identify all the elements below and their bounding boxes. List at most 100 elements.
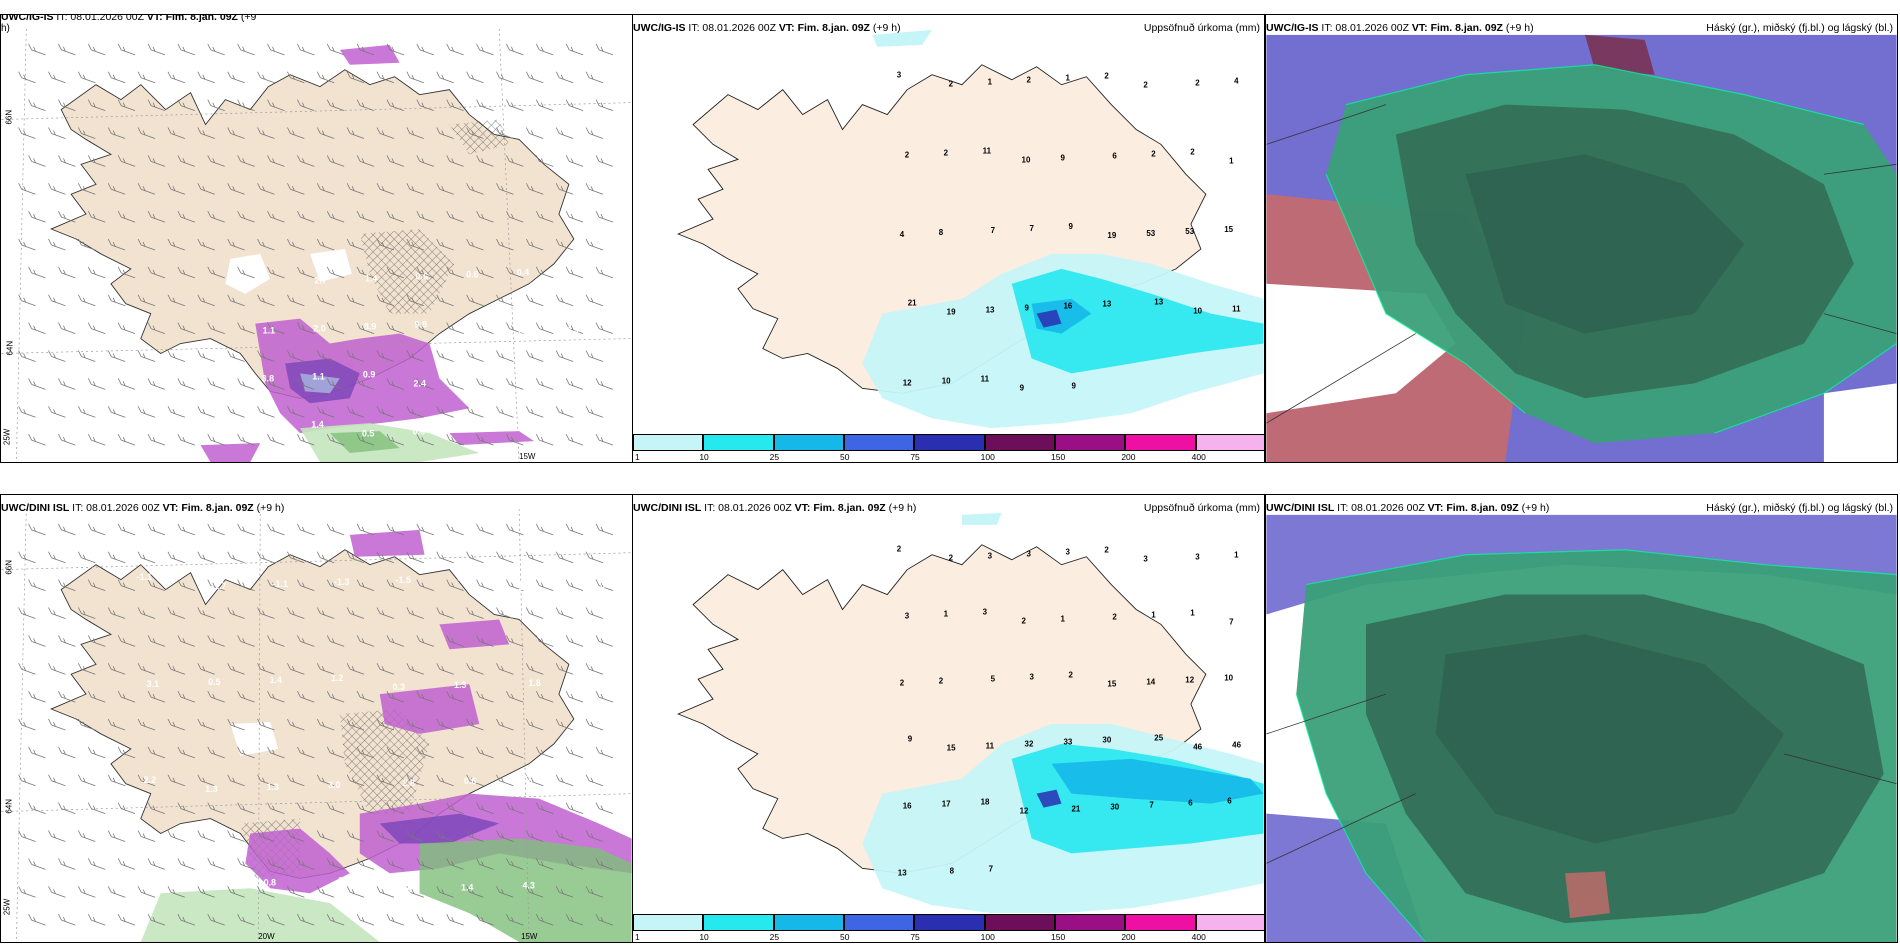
lead-time: (+9 — [240, 14, 257, 23]
model-name: UWC/DINI ISL — [1, 502, 70, 514]
panel-header: UWC/DINI ISL IT: 08.01.2026 00Z VT: Fim.… — [633, 501, 1260, 515]
map-canvas — [1266, 495, 1897, 942]
init-time: IT: 08.01.2026 00Z — [72, 502, 160, 514]
value-label: 1.2 — [331, 673, 343, 683]
value-label: 16 — [903, 802, 912, 811]
value-label: 2 — [1195, 79, 1200, 88]
value-label: 1.1 — [312, 371, 324, 381]
value-label: 1.3 — [464, 376, 476, 386]
colorbar-tick: 10 — [699, 452, 709, 462]
colorbar-tick: 1 — [635, 452, 640, 462]
init-time: IT: 08.01.2026 00Z — [56, 14, 144, 23]
value-label: 6 — [1188, 799, 1193, 808]
map-canvas: 66N 64N 25W 15W 2.5 2.7 1.4 0.6 0.6 0.4 0.6 1.1… — [1, 15, 632, 462]
model-name: UWC/IG-IS — [1266, 22, 1319, 34]
panel-header: UWC/IG-IS IT: 08.01.2026 00Z VT: Fim. 8.… — [633, 21, 1260, 35]
lon-label: 15W — [519, 452, 536, 461]
value-label: 1 — [1190, 608, 1195, 617]
value-label: 2.2 — [144, 775, 156, 785]
value-label: 2 — [1104, 545, 1109, 554]
colorbar-tick: 75 — [910, 452, 920, 462]
model-name: UWC/IG-IS — [1, 14, 54, 23]
value-label: 11 — [983, 146, 992, 155]
value-label: 1.4 — [141, 882, 153, 892]
lon-label: 25W — [2, 428, 11, 445]
value-label: 0.6 — [400, 885, 412, 895]
precip-value-labels: 2.5 2.7 1.4 0.6 0.6 0.4 0.6 1.1 2.0 8.9 9.8 2.2 3.8 4… — [251, 266, 591, 438]
lon-label: 25W — [2, 898, 11, 915]
colorbar-tick: 1 — [635, 932, 640, 942]
value-label: 1.3 — [454, 680, 466, 690]
value-label: 2.5 — [590, 676, 602, 686]
value-label: 2 — [905, 150, 910, 159]
lat-label: 66N — [4, 560, 13, 575]
value-label: 3.8 — [262, 373, 274, 383]
model-name: UWC/DINI ISL — [1266, 502, 1335, 514]
colorbar-swatch — [703, 914, 774, 931]
valid-time: VT: Fim. 8.jan. 09Z — [146, 14, 238, 23]
value-label: 10 — [1193, 307, 1202, 316]
field-title: Háský (gr.), miðský (fj.bl.) og lágský (… — [1706, 22, 1893, 34]
value-label: 4 — [900, 230, 905, 239]
value-label: 1.3 — [205, 784, 217, 794]
colorbar-swatch — [1125, 434, 1196, 451]
value-label: 1.1 — [202, 880, 214, 890]
value-label: 0.6 — [525, 774, 537, 784]
value-label: 7 — [991, 226, 996, 235]
wind-precip-map-dini: UWC/DINI ISL IT: 08.01.2026 00Z VT: Fim.… — [0, 494, 633, 943]
value-label: 2 — [1104, 72, 1109, 81]
value-label: 1.7 — [514, 423, 526, 433]
value-label: 2 — [1151, 149, 1156, 158]
value-label: 1.6 — [515, 374, 527, 384]
value-label: 30 — [1102, 736, 1111, 745]
colorbar-swatch — [984, 914, 1055, 931]
value-label: 2.8 — [402, 778, 414, 788]
value-label: 30 — [1110, 803, 1119, 812]
value-label: 7 — [1030, 224, 1035, 233]
value-label: 1.4 — [461, 883, 473, 893]
init-time: IT: 08.01.2026 00Z — [1337, 502, 1425, 514]
value-label: 13 — [1102, 300, 1111, 309]
colorbar-tick: 25 — [769, 452, 780, 462]
value-label: 0.9 — [363, 370, 375, 380]
value-label: 2 — [897, 544, 902, 553]
value-label: 1.1 — [263, 325, 275, 335]
panel-header: UWC/IG-IS IT: 08.01.2026 00Z VT: Fim. 8.… — [1266, 21, 1893, 35]
value-label: 2 — [1068, 671, 1073, 680]
init-time: IT: 08.01.2026 00Z — [704, 502, 792, 514]
value-label: 1 — [1229, 156, 1234, 165]
value-label: 16 — [1063, 302, 1072, 311]
lead-time-wrap: h) — [1, 23, 10, 34]
value-label: 13 — [986, 306, 995, 315]
colorbar-swatch — [1195, 914, 1264, 931]
colorbar-swatch — [844, 914, 915, 931]
colorbar-swatch — [1125, 914, 1196, 931]
colorbar-swatch — [914, 914, 985, 931]
colorbar-tick: 150 — [1051, 452, 1066, 462]
value-label: -1.7 — [211, 581, 226, 591]
value-label: -1.5 — [396, 575, 411, 585]
value-label: 9 — [1068, 222, 1073, 231]
value-label: 2.0 — [313, 323, 325, 333]
value-label: 3.0 — [328, 780, 340, 790]
value-label: 4.5 — [566, 324, 578, 334]
colorbar-tick: 200 — [1121, 452, 1136, 462]
value-label: 1 — [1060, 614, 1065, 623]
value-label: 1.8 — [528, 678, 540, 688]
colorbar-swatch — [1195, 434, 1264, 451]
value-label: 0.6 — [567, 276, 579, 286]
value-label: 46 — [1193, 743, 1202, 752]
value-label: 1.3 — [338, 876, 350, 886]
value-label: 7 — [1229, 617, 1234, 626]
colorbar: 1 10 25 50 75 100 150 200 400 — [633, 434, 1264, 462]
valid-time: VT: Fim. 8.jan. 09Z — [794, 502, 886, 514]
value-label: 0.6 — [413, 426, 425, 436]
value-label: 21 — [908, 299, 917, 308]
value-label: 2 — [949, 80, 954, 89]
lead-time: (+9 h) — [1521, 502, 1550, 514]
value-label: 1 — [1151, 610, 1156, 619]
value-label: 10 — [942, 376, 951, 385]
value-label: 2.5 — [251, 266, 263, 276]
